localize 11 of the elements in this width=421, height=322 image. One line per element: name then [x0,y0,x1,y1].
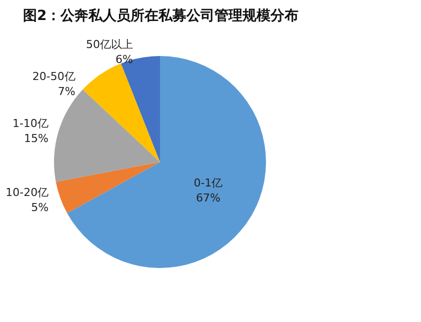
data-label: 67% [196,192,220,205]
data-label: 15% [24,132,48,145]
chart-title: 图2：公奔私人员所在私募公司管理规模分布 [23,8,299,24]
slice-label: 0-1亿 [194,176,223,190]
data-label: 5% [31,200,49,214]
data-label: 7% [58,84,76,98]
slice-label: 20-50亿 [32,70,76,83]
slice-label: 1-10亿 [12,116,48,130]
data-label: 6% [116,52,134,66]
slice-label: 10-20亿 [6,186,49,199]
slice-label: 50亿以上 [86,38,134,51]
